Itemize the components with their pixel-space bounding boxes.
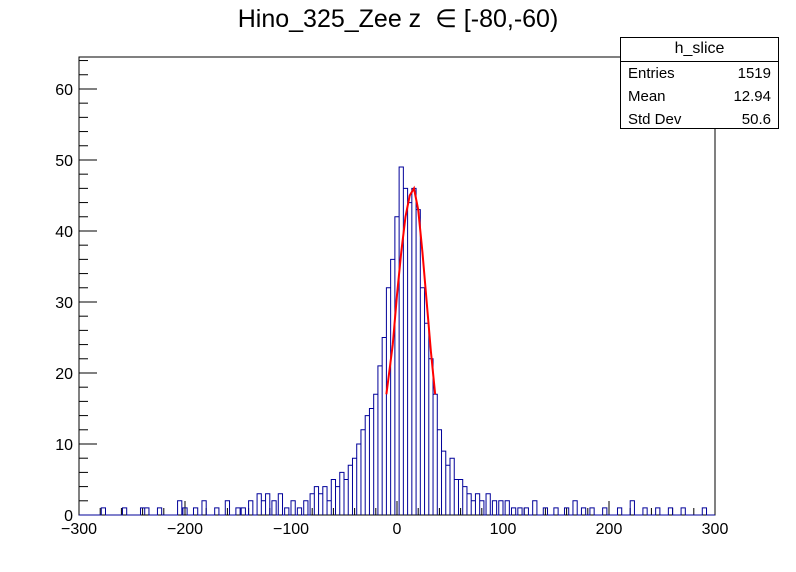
y-tick-label: 0 xyxy=(64,508,73,525)
x-tick-label: 200 xyxy=(596,521,623,538)
stats-row-entries: Entries 1519 xyxy=(621,62,778,85)
stats-mean-value: 12.94 xyxy=(733,88,771,105)
y-tick-label: 30 xyxy=(55,295,73,312)
stats-box-title: h_slice xyxy=(621,38,778,62)
y-axis: 0 10 20 30 40 50 60 xyxy=(55,60,97,525)
chart-title: Hino_325_Zee z ∈ [-80,-60) xyxy=(237,5,559,33)
y-tick-label: 20 xyxy=(55,366,73,383)
x-tick-label: −100 xyxy=(273,521,309,538)
x-tick-label: 0 xyxy=(393,521,402,538)
y-tick-label: 50 xyxy=(55,153,73,170)
stats-mean-label: Mean xyxy=(628,88,666,105)
stats-box: h_slice Entries 1519 Mean 12.94 Std Dev … xyxy=(620,37,779,129)
stats-entries-label: Entries xyxy=(628,65,675,82)
x-tick-label: 100 xyxy=(490,521,517,538)
stats-row-mean: Mean 12.94 xyxy=(621,85,778,108)
x-tick-label: −200 xyxy=(167,521,203,538)
y-tick-label: 10 xyxy=(55,437,73,454)
y-tick-label: 40 xyxy=(55,224,73,241)
stats-stddev-label: Std Dev xyxy=(628,111,682,128)
fit-curve xyxy=(385,185,437,395)
x-tick-label: −300 xyxy=(61,521,97,538)
stats-stddev-value: 50.6 xyxy=(741,111,771,128)
histogram-series xyxy=(79,166,715,516)
stats-entries-value: 1519 xyxy=(737,65,771,82)
stats-row-stddev: Std Dev 50.6 xyxy=(621,108,778,131)
y-tick-label: 60 xyxy=(55,82,73,99)
x-tick-label: 300 xyxy=(702,521,729,538)
